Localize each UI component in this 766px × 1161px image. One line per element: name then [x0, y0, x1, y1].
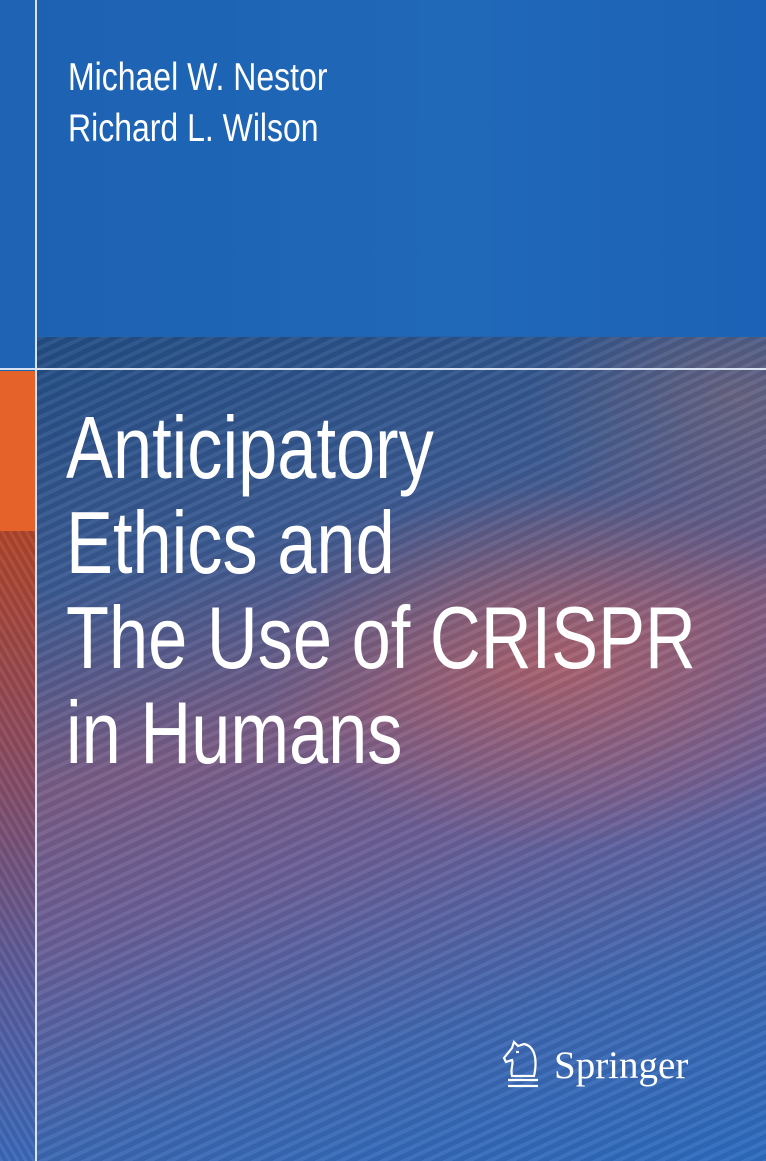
title-line: Anticipatory: [66, 398, 434, 497]
top-band: [0, 0, 766, 336]
title-line: Ethics and: [66, 493, 395, 592]
left-strip-image: [0, 531, 35, 1161]
book-title: Anticipatory Ethics and The Use of CRISP…: [66, 400, 696, 780]
knight-chess-icon: [502, 1040, 538, 1088]
author-name: Richard L. Wilson: [68, 107, 319, 150]
publisher-name: Springer: [554, 1043, 689, 1087]
author-name: Michael W. Nestor: [68, 56, 328, 99]
orange-accent-block: [0, 371, 35, 531]
vertical-divider: [35, 0, 37, 1161]
publisher-logo: Springer: [500, 1040, 688, 1090]
cover-image: [37, 337, 766, 1161]
title-line: in Humans: [66, 683, 403, 782]
horizontal-divider: [0, 368, 766, 370]
title-line: The Use of CRISPR: [66, 588, 696, 687]
left-strip: [0, 0, 35, 369]
authors: Michael W. Nestor Richard L. Wilson: [68, 52, 327, 154]
